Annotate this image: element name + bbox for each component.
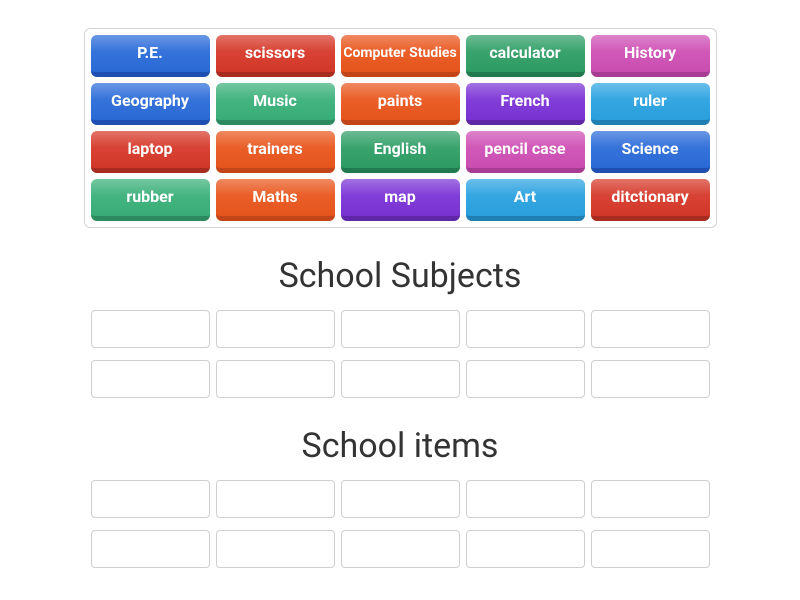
drop-slot[interactable] [341,480,460,518]
tile-label: laptop [127,140,172,158]
draggable-tile[interactable]: Maths [216,179,335,221]
drop-slot[interactable] [216,530,335,568]
tile-label: paints [378,92,422,110]
draggable-tile[interactable]: ruler [591,83,710,125]
draggable-tile[interactable]: ditctionary [591,179,710,221]
drop-slot[interactable] [216,360,335,398]
draggable-tile[interactable]: Science [591,131,710,173]
drop-slot[interactable] [466,310,585,348]
group-title: School items [91,426,710,466]
slot-row [91,530,710,568]
drop-slot[interactable] [91,360,210,398]
drop-slot[interactable] [591,530,710,568]
tile-label: French [500,92,549,110]
drop-slot[interactable] [216,310,335,348]
tile-row: laptop trainers English pencil case Science [91,131,710,173]
tile-label: ditctionary [611,188,688,206]
tile-label: ruler [633,92,667,110]
tile-row: rubber Maths map Art ditctionary [91,179,710,221]
draggable-tile[interactable]: Music [216,83,335,125]
drop-slot[interactable] [591,310,710,348]
tile-label: Art [514,188,536,206]
draggable-tile[interactable]: scissors [216,35,335,77]
draggable-tile[interactable]: English [341,131,460,173]
draggable-tile[interactable]: paints [341,83,460,125]
draggable-tile[interactable]: calculator [466,35,585,77]
drop-slot[interactable] [466,360,585,398]
tile-row: Geography Music paints French ruler [91,83,710,125]
tile-label: Computer Studies [343,45,456,61]
draggable-tile[interactable]: Geography [91,83,210,125]
tile-label: trainers [247,140,303,158]
drop-slot[interactable] [91,480,210,518]
tile-label: Science [621,140,678,158]
drop-slot[interactable] [91,310,210,348]
draggable-tile[interactable]: History [591,35,710,77]
tile-label: map [384,188,415,206]
tile-label: Geography [111,92,189,110]
draggable-tile[interactable]: laptop [91,131,210,173]
draggable-tile[interactable]: Computer Studies [341,35,460,77]
draggable-tile[interactable]: map [341,179,460,221]
tile-label: English [374,140,427,158]
group-title: School Subjects [91,256,710,296]
draggable-tile[interactable]: rubber [91,179,210,221]
drop-slot[interactable] [91,530,210,568]
tile-label: Maths [252,188,297,206]
draggable-tile[interactable]: P.E. [91,35,210,77]
drop-slot[interactable] [341,310,460,348]
drop-slot[interactable] [341,530,460,568]
tiles-container: P.E. scissors Computer Studies calculator Hi… [84,28,717,228]
slot-row [91,360,710,398]
draggable-tile[interactable]: trainers [216,131,335,173]
groups-container: School Subjects School items [91,228,710,568]
tile-label: History [624,44,676,62]
drop-slot[interactable] [466,530,585,568]
tile-label: pencil case [484,140,565,158]
drop-slot[interactable] [216,480,335,518]
drop-slot[interactable] [341,360,460,398]
draggable-tile[interactable]: pencil case [466,131,585,173]
drop-slot[interactable] [591,480,710,518]
slot-row [91,310,710,348]
drop-slot[interactable] [466,480,585,518]
tile-row: P.E. scissors Computer Studies calculator Hi… [91,35,710,77]
tile-label: calculator [489,44,560,62]
draggable-tile[interactable]: Art [466,179,585,221]
draggable-tile[interactable]: French [466,83,585,125]
slot-group [91,480,710,568]
slot-row [91,480,710,518]
tile-label: P.E. [137,44,163,62]
slot-group [91,310,710,398]
tile-label: scissors [245,44,305,62]
tile-label: Music [253,92,297,110]
drop-slot[interactable] [591,360,710,398]
tile-label: rubber [126,188,173,206]
